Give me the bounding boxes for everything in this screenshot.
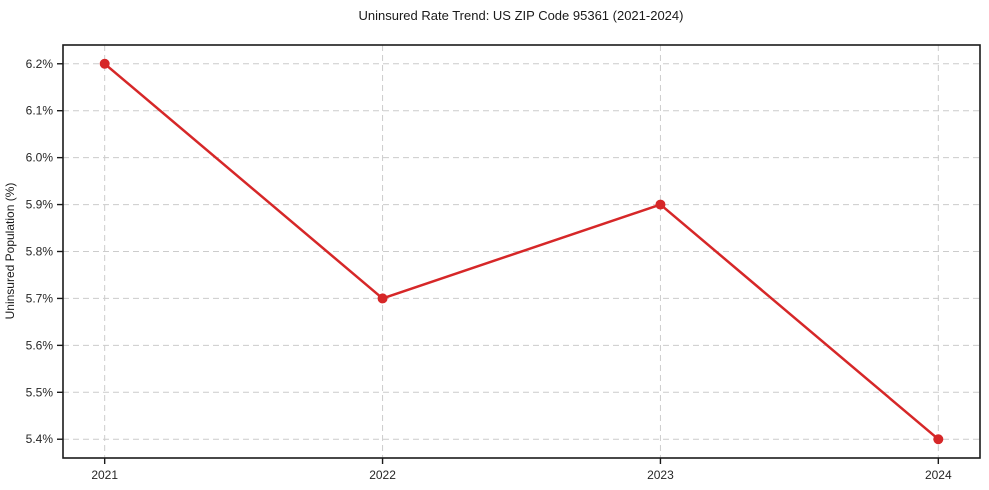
plot-border (62, 44, 981, 459)
y-axis-label: Uninsured Population (%) (3, 183, 17, 320)
y-tick-label: 5.9% (26, 198, 54, 212)
x-tick-label: 2022 (369, 468, 396, 482)
x-tick-label: 2023 (647, 468, 674, 482)
chart-title: Uninsured Rate Trend: US ZIP Code 95361 … (359, 8, 684, 23)
y-tick-label: 6.2% (26, 57, 54, 71)
y-tick-label: 5.5% (26, 385, 54, 399)
x-tick-label: 2021 (91, 468, 118, 482)
y-tick-label: 5.8% (26, 245, 54, 259)
axes: 5.4% 5.5% 5.6% 5.7% 5.8% 5.9% 6.0% 6.1% 6.2% 2021… (26, 44, 981, 482)
data-point-marker (377, 293, 388, 304)
trend-line (103, 62, 940, 441)
data-point-marker (655, 199, 666, 210)
data-point-marker (99, 58, 110, 69)
x-tick-label: 2024 (925, 468, 952, 482)
y-tick-label: 5.4% (26, 432, 54, 446)
trend-line-series (99, 58, 944, 445)
y-tick-label: 6.0% (26, 151, 54, 165)
y-tick-label: 5.7% (26, 291, 54, 305)
y-tick-label: 5.6% (26, 338, 54, 352)
y-tick-label: 6.1% (26, 104, 54, 118)
data-point-marker (933, 434, 944, 445)
